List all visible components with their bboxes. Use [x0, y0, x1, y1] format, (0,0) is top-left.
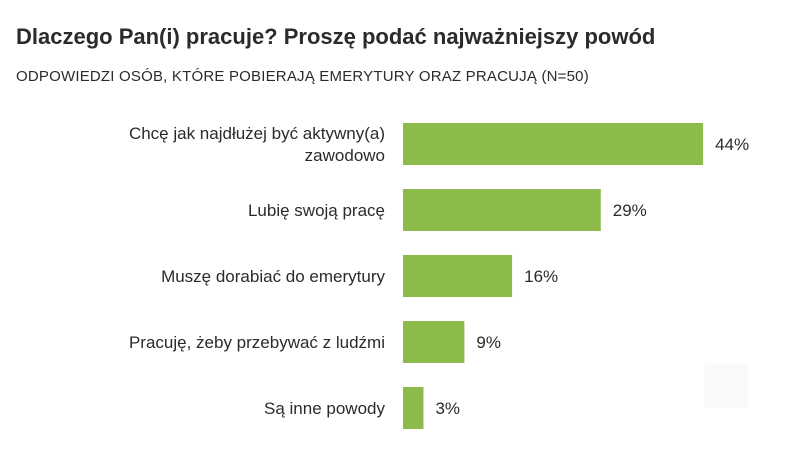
category-label-1-line-1: Chcę jak najdłużej być aktywny(a)	[129, 124, 385, 143]
value-label-1: 44%	[715, 135, 749, 154]
category-label-3: Muszę dorabiać do emerytury	[161, 267, 385, 286]
value-label-3: 16%	[524, 267, 558, 286]
chart-title: Dlaczego Pan(i) pracuje? Proszę podać na…	[16, 24, 656, 49]
bar-4	[403, 321, 465, 363]
bar-1	[403, 123, 704, 165]
category-label-1-line-2: zawodowo	[305, 146, 385, 165]
category-label-5: Są inne powody	[264, 399, 385, 418]
bar-5	[403, 387, 424, 429]
bar-2	[403, 189, 601, 231]
value-label-4: 9%	[476, 333, 501, 352]
chart-subtitle: ODPOWIEDZI OSÓB, KTÓRE POBIERAJĄ EMERYTU…	[16, 68, 589, 85]
category-label-4: Pracuję, żeby przebywać z ludźmi	[129, 333, 385, 352]
bar-3	[403, 255, 513, 297]
value-label-2: 29%	[613, 201, 647, 220]
category-label-2: Lubię swoją pracę	[248, 201, 385, 220]
value-label-5: 3%	[435, 399, 460, 418]
watermark-logo	[704, 364, 748, 408]
